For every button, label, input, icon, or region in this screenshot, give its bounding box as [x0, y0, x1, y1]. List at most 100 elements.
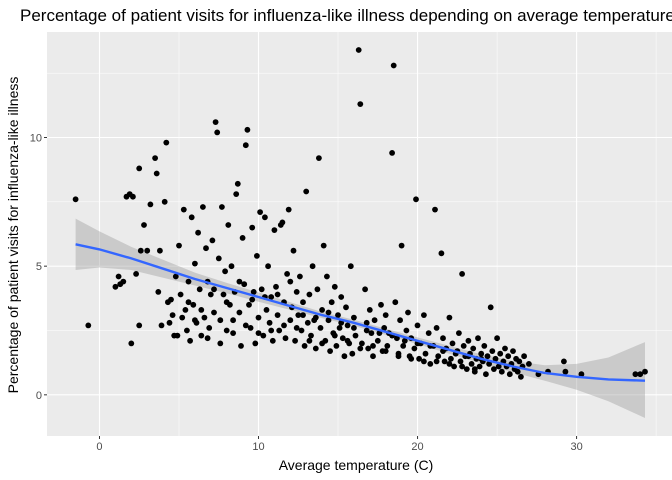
scatter-point — [292, 337, 298, 344]
scatter-point — [136, 322, 143, 329]
scatter-point — [438, 250, 445, 257]
y-axis-ticks: 0 5 10 — [30, 133, 47, 402]
x-tick-label: 10 — [252, 441, 264, 453]
scatter-point — [497, 350, 504, 357]
confidence-band — [75, 218, 646, 418]
scatter-point — [433, 325, 440, 331]
scatter-points — [72, 47, 648, 380]
scatter-point — [521, 353, 527, 360]
scatter-point — [481, 343, 488, 349]
scatter-point — [384, 343, 391, 349]
scatter-point — [201, 314, 208, 321]
scatter-point — [169, 312, 176, 318]
scatter-point — [115, 273, 122, 280]
scatter-point — [317, 325, 324, 331]
scatter-point — [290, 247, 297, 254]
scatter-point — [273, 283, 279, 290]
scatter-point — [214, 129, 221, 136]
scatter-point — [510, 348, 516, 354]
scatter-point — [268, 294, 275, 300]
scatter-point — [192, 260, 198, 267]
scatter-point — [312, 345, 319, 352]
scatter-point — [157, 247, 163, 254]
scatter-point — [241, 281, 248, 288]
scatter-point — [158, 322, 165, 329]
scatter-point — [457, 358, 464, 365]
scatter-point — [357, 345, 364, 352]
scatter-point — [425, 330, 432, 336]
scatter-point — [338, 319, 345, 326]
scatter-point — [249, 224, 256, 231]
scatter-point — [448, 355, 454, 362]
scatter-point — [494, 335, 500, 342]
scatter-point — [312, 314, 319, 321]
scatter-point — [491, 366, 497, 372]
scatter-point — [223, 299, 230, 306]
scatter-point — [236, 309, 243, 316]
scatter-point — [300, 312, 306, 318]
scatter-point — [432, 206, 438, 213]
scatter-point — [349, 350, 356, 357]
scatter-point — [257, 209, 263, 216]
scatter-point — [223, 327, 230, 334]
scatter-point — [137, 247, 144, 254]
scatter-point — [487, 304, 494, 311]
scatter-point — [408, 355, 415, 362]
scatter-point — [234, 180, 241, 187]
scatter-point — [252, 340, 259, 347]
scatter-point — [185, 278, 192, 285]
scatter-point — [192, 317, 198, 324]
scatter-point — [344, 322, 351, 329]
scatter-point — [236, 278, 243, 285]
scatter-point — [220, 291, 227, 298]
scatter-point — [333, 343, 340, 349]
scatter-point — [297, 273, 303, 280]
scatter-point — [319, 307, 325, 313]
scatter-point — [130, 193, 136, 200]
scatter-point — [179, 314, 186, 321]
scatter-point — [578, 371, 585, 378]
scatter-point — [274, 312, 281, 318]
scatter-point — [441, 358, 448, 365]
scatter-point — [265, 263, 271, 270]
scatter-point — [153, 170, 160, 177]
scatter-point — [212, 119, 219, 125]
scatter-point — [128, 340, 135, 347]
scatter-point — [203, 245, 209, 252]
scatter-point — [200, 204, 206, 210]
scatter-point — [269, 337, 276, 344]
scatter-point — [184, 327, 190, 334]
scatter-point — [196, 286, 203, 293]
scatter-point — [366, 307, 373, 313]
scatter-point — [343, 304, 349, 311]
scatter-point — [324, 273, 330, 280]
scatter-point — [526, 361, 532, 367]
scatter-point — [421, 312, 427, 318]
scatter-point — [362, 286, 368, 293]
scatter-point — [416, 355, 422, 362]
scatter-point — [352, 332, 359, 339]
y-axis-title: Percentage of patient visits for influen… — [5, 77, 21, 394]
scatter-point — [378, 301, 384, 308]
scatter-point — [219, 204, 225, 210]
scatter-point — [338, 294, 345, 300]
scatter-point — [331, 283, 338, 290]
x-tick-label: 20 — [411, 441, 423, 453]
y-tick-label: 10 — [30, 133, 42, 145]
scatter-point — [174, 332, 181, 339]
scatter-point — [344, 337, 351, 344]
scatter-point — [198, 307, 205, 313]
scatter-point — [374, 337, 381, 344]
scatter-point — [309, 263, 316, 270]
confidence-band-layer — [75, 218, 646, 418]
scatter-point — [642, 368, 648, 375]
scatter-point — [347, 263, 354, 270]
scatter-point — [475, 335, 481, 342]
scatter-point — [468, 361, 475, 367]
scatter-point — [389, 150, 395, 156]
scatter-point — [263, 307, 270, 313]
scatter-point — [249, 296, 256, 303]
scatter-point — [320, 242, 327, 249]
scatter-point — [112, 283, 119, 290]
scatter-point — [484, 353, 491, 360]
